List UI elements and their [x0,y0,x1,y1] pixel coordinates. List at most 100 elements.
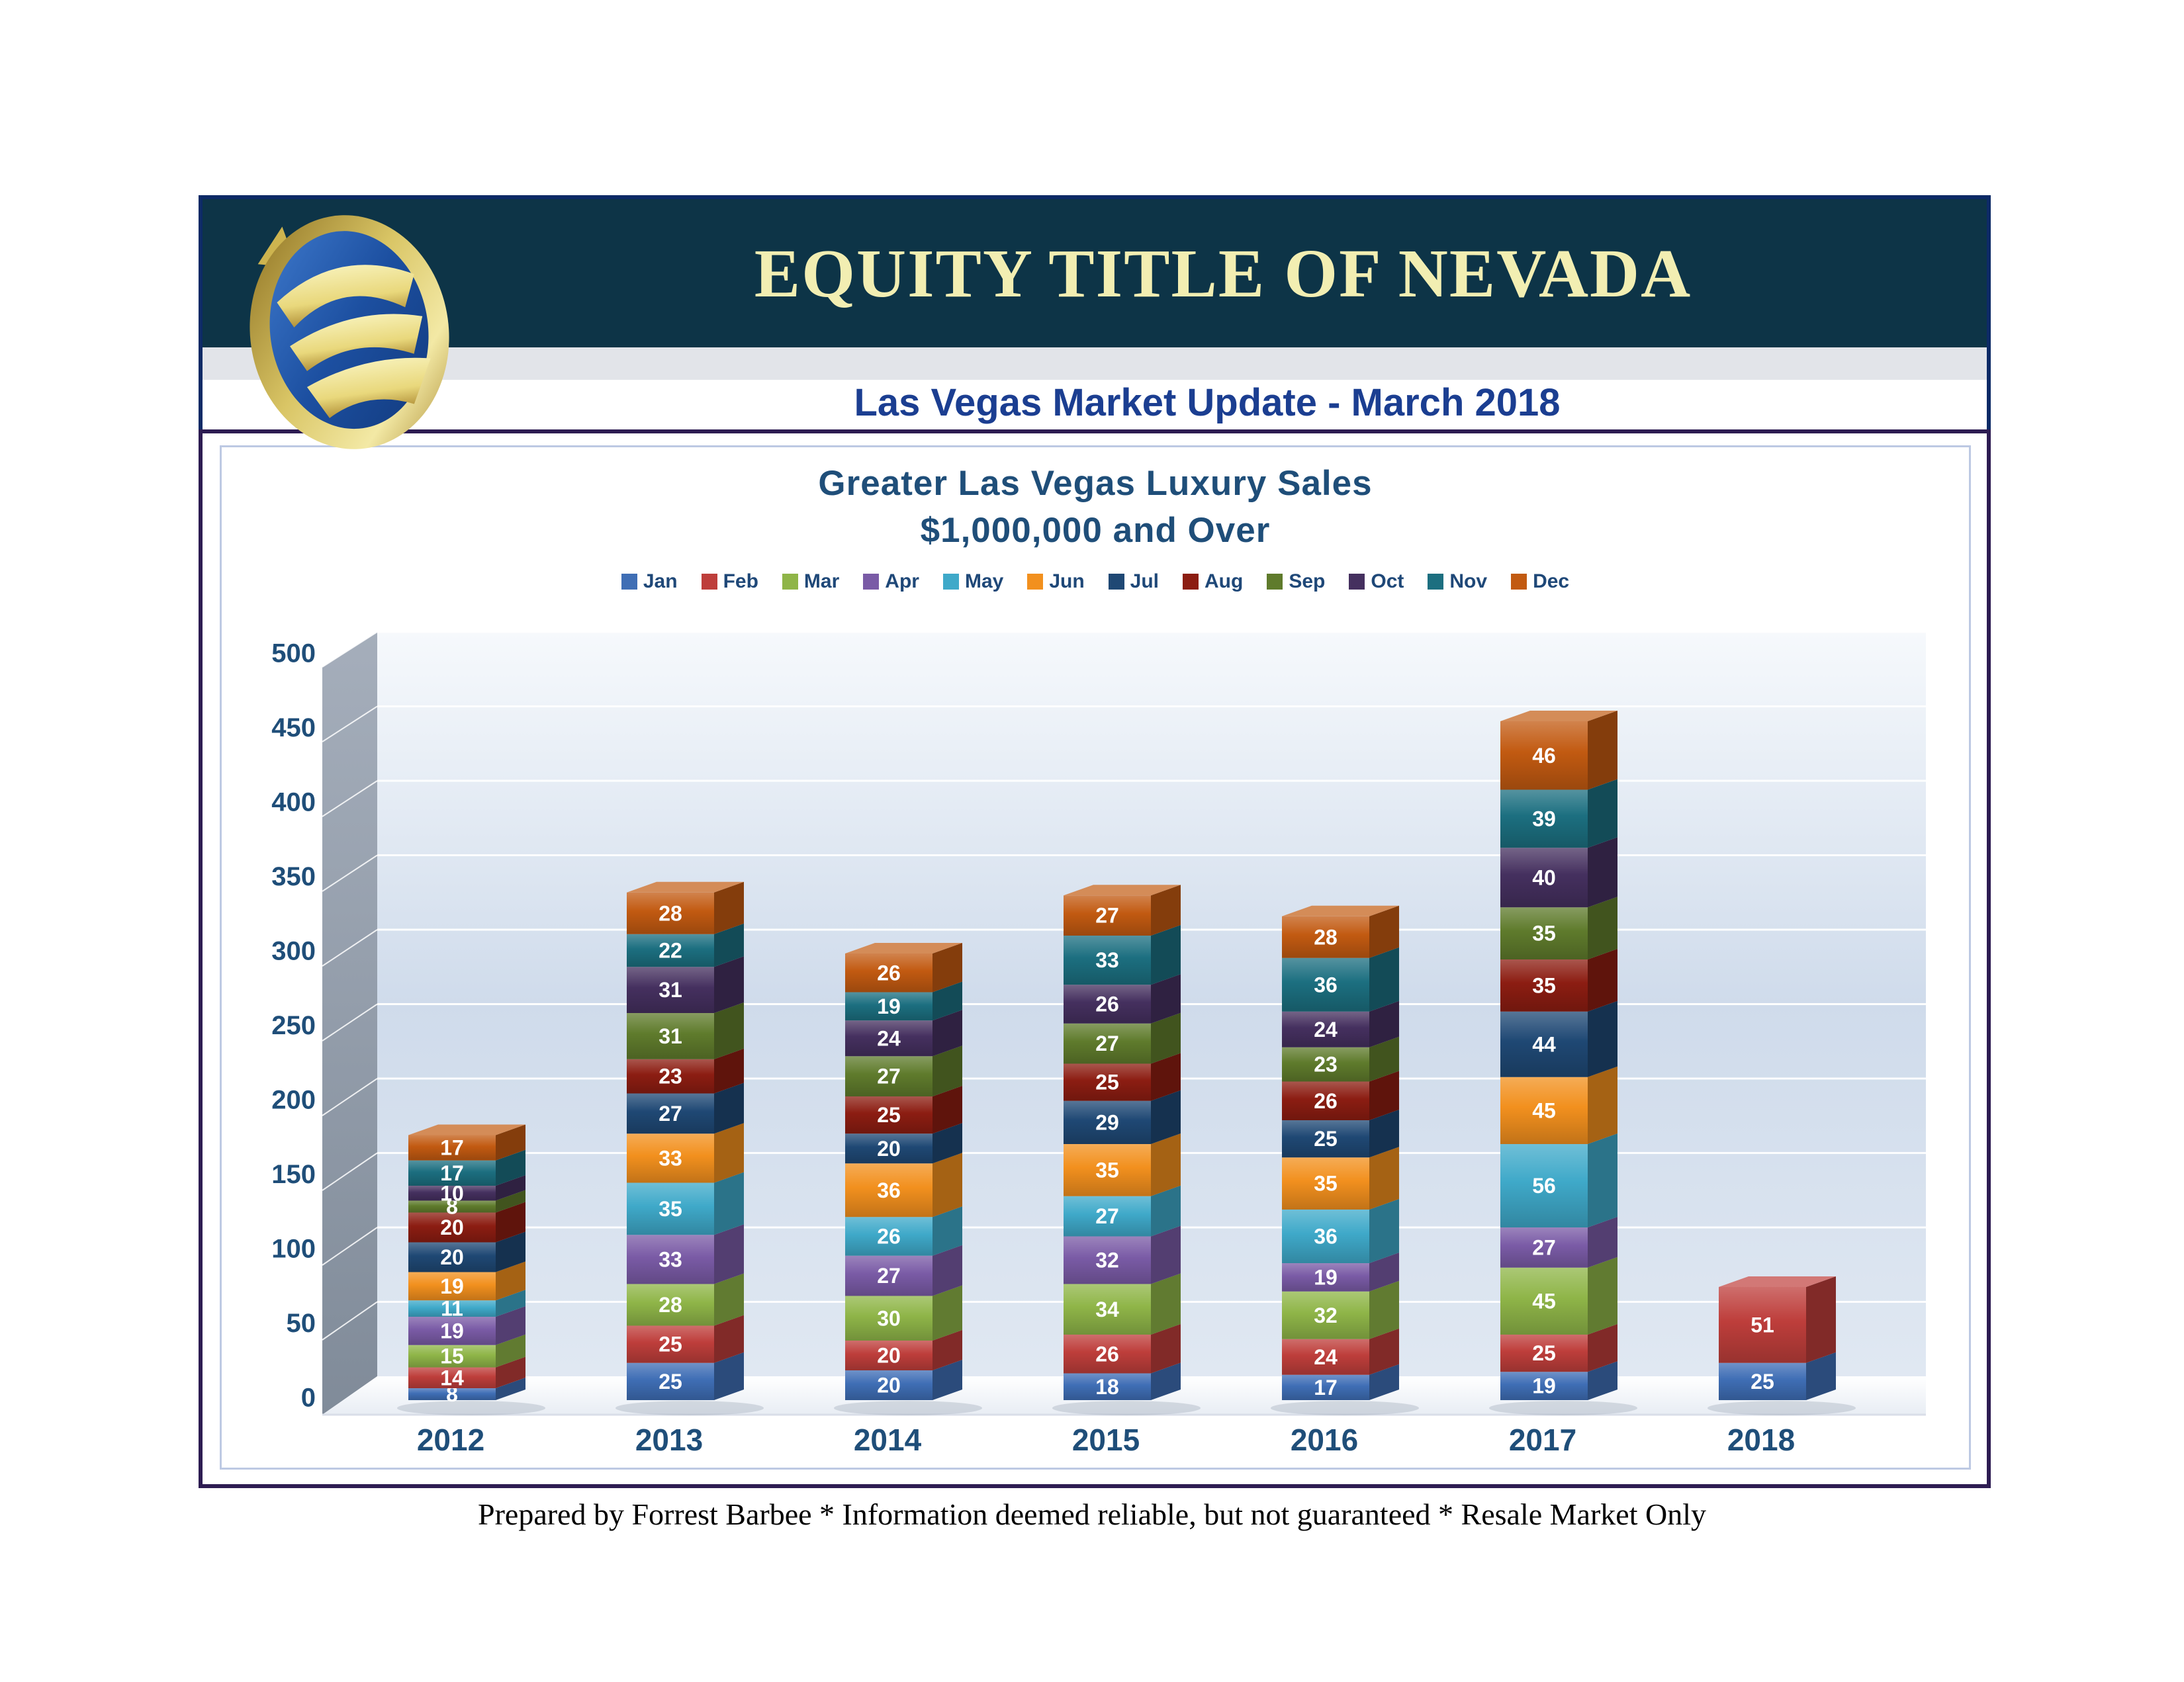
bar-segment-may [627,1182,714,1235]
bar-segment-side [1588,1000,1617,1077]
bar-segment-side [933,1330,962,1370]
segment-value-label: 28 [659,901,682,925]
bar-segment-side [1588,1361,1617,1400]
segment-value-label: 45 [1532,1098,1556,1122]
legend-swatch [782,574,798,590]
bar-segment-apr [408,1317,496,1345]
segment-value-label: 36 [1314,1225,1338,1249]
bar-segment-side [1151,1133,1181,1196]
segment-value-label: 19 [1314,1265,1338,1289]
bar-segment-oct [627,967,714,1013]
bar-segment-nov [1282,957,1369,1012]
bar-segment-feb [1719,1287,1806,1363]
x-axis-category-label: 2016 [1291,1423,1358,1457]
bar-segment-side [714,1123,744,1183]
bar-segment-jan [845,1370,933,1400]
bar-segment-side [1588,1066,1617,1144]
legend-item-nov: Nov [1428,570,1487,593]
bar-segment-side [933,1123,962,1164]
segment-value-label: 35 [1532,973,1556,997]
bar-segment-jun [1500,1077,1588,1144]
bar-segment-feb [845,1341,933,1370]
legend-label: Feb [723,570,758,592]
bar-segment-side [1588,779,1617,848]
y-axis-tick-label: 250 [271,1011,316,1040]
bar-segment-side [933,1010,962,1057]
chart-legend: Jan Feb Mar Apr May Jun Jul Aug Sep Oct Nov Dec [222,570,1969,593]
x-axis-category-label: 2013 [635,1423,703,1457]
bar-segment-mar [627,1284,714,1326]
bar-segment-side [1151,1362,1181,1400]
y-axis-tick-label: 100 [271,1235,316,1264]
bar-segment-dec [1064,895,1151,936]
segment-value-label: 24 [877,1026,901,1050]
legend-swatch [701,574,717,590]
header-teal-band: EQUITY TITLE OF NEVADA [203,199,1987,347]
bar-segment-side [933,1360,962,1400]
bar-segment-jan [627,1362,714,1400]
legend-swatch [1428,574,1444,590]
bar-segment-side [1369,1036,1399,1082]
bar-shadow [1052,1401,1201,1415]
bar-shadow [1489,1401,1637,1415]
segment-value-label: 40 [1532,865,1556,889]
bar-segment-side [496,1378,525,1400]
bar-shadow [397,1401,545,1415]
segment-value-label: 25 [659,1333,682,1356]
legend-label: Jul [1130,570,1160,592]
chart-title-line1: Greater Las Vegas Luxury Sales [818,464,1373,503]
bar-segment-feb [408,1367,496,1388]
bar-2015: 18 26 34 32 27 35 29 25 27 26 33 27 2015 [1052,885,1201,1457]
bar-segment-may [845,1217,933,1256]
bar-segment-side [1588,837,1617,908]
segment-value-label: 23 [659,1065,682,1088]
header-gray-band [203,347,1987,380]
wall-gridline [322,780,378,817]
legend-swatch [942,574,959,590]
bar-segment-side [933,1153,962,1217]
bar-segment-mar [408,1345,496,1368]
bar-segment-side [496,1124,525,1161]
bar-segment-side [1369,1364,1399,1400]
bar-segment-may [1282,1210,1369,1263]
segment-value-label: 25 [1532,1341,1556,1365]
bar-segment-jun [408,1272,496,1301]
legend-swatch [1267,574,1283,590]
legend-label: Sep [1289,570,1326,592]
y-axis-tick-label: 400 [271,788,316,817]
bar-segment-mar [1500,1267,1588,1335]
bar-segment-may [1064,1196,1151,1237]
bar-segment-aug [408,1212,496,1243]
segment-value-label: 33 [1095,948,1119,972]
bar-segment-side [496,1149,525,1186]
bar-segment-side [1151,1185,1181,1237]
bar-segment-apr [1500,1227,1588,1268]
bar-segment-side [1588,949,1617,1012]
segment-value-label: 17 [1314,1376,1338,1399]
footer-disclaimer: Prepared by Forrest Barbee * Information… [478,1497,1706,1531]
segment-value-label: 56 [1532,1174,1556,1198]
segment-value-label: 20 [877,1374,901,1397]
legend-item-feb: Feb [701,570,758,593]
y-axis-tick-label: 450 [271,713,316,742]
legend-label: Nov [1449,570,1488,592]
wall-gridline [322,1227,378,1266]
segment-value-label: 17 [440,1136,464,1160]
legend-label: Oct [1371,570,1404,592]
bar-shadow [1271,1401,1419,1415]
segment-value-label: 20 [440,1245,464,1269]
bar-top-face [1719,1276,1836,1287]
bar-segment-sep [1064,1023,1151,1064]
legend-label: Jun [1049,570,1085,592]
bar-segment-side [1151,885,1181,936]
segment-value-label: 27 [1095,1032,1119,1055]
bar-segment-oct [408,1186,496,1201]
bar-segment-jan [1064,1373,1151,1400]
segment-value-label: 14 [440,1366,464,1390]
bar-segment-aug [1282,1081,1369,1120]
bar-segment-sep [845,1056,933,1096]
bar-segment-side [1369,1199,1399,1263]
segment-value-label: 35 [1532,922,1556,946]
bar-segment-side [1151,1090,1181,1144]
bar-segment-oct [1282,1011,1369,1047]
